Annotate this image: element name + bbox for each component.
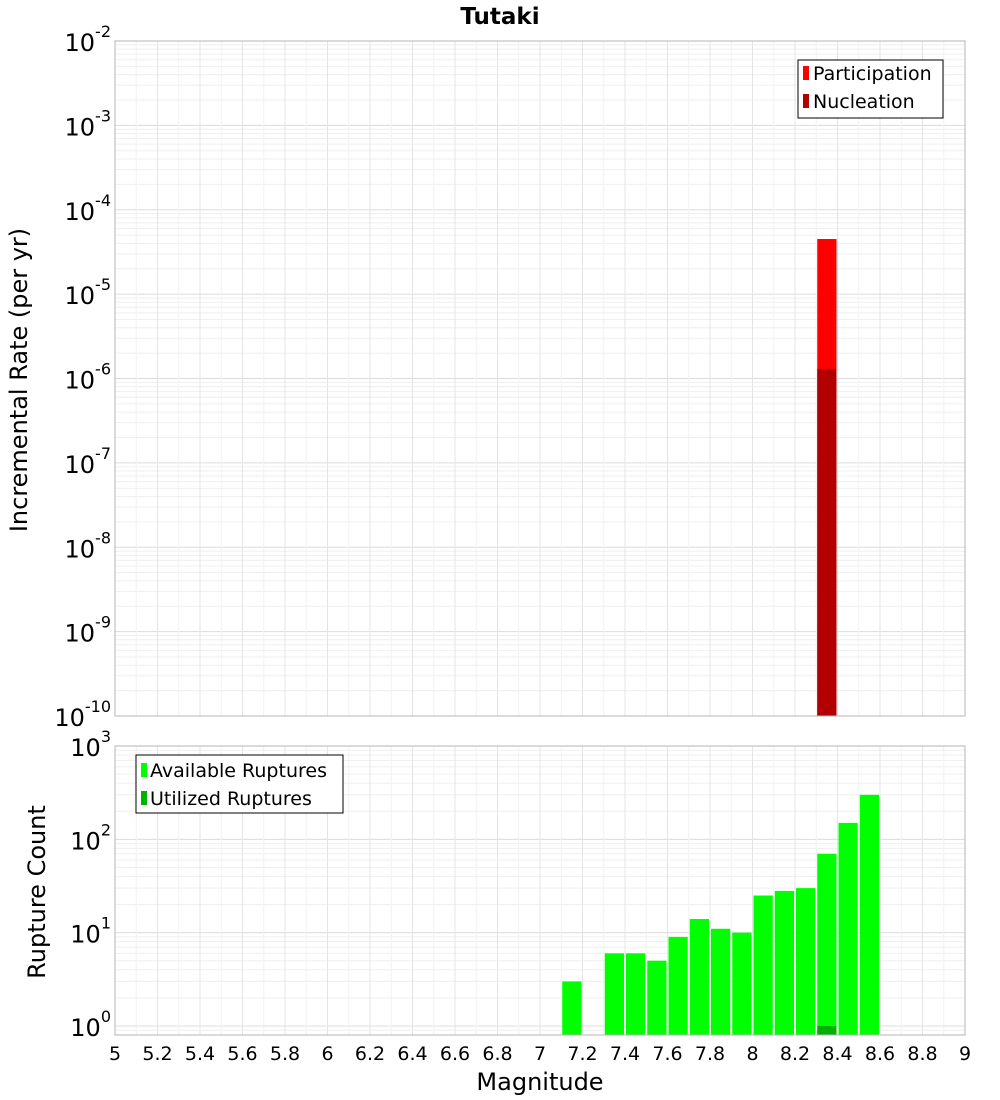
top-grid (114, 40, 966, 717)
top-y-tick-labels: 10-10 10-9 10-8 10-7 10-6 10-5 10-4 10-3 10-2 (54, 22, 111, 732)
x-tick-label: 7.2 (567, 1043, 597, 1065)
x-tick-label: 5.2 (142, 1043, 172, 1065)
top-plot: 10-10 10-9 10-8 10-7 10-6 10-5 10-4 10-3 10-2 In… (5, 22, 966, 732)
x-tick-label: 8.6 (865, 1043, 895, 1065)
x-tick-label: 7.6 (652, 1043, 682, 1065)
chart-title: Tutaki (460, 4, 539, 30)
available-ruptures-bar (711, 928, 731, 1035)
nucleation-legend-label: Nucleation (813, 91, 915, 113)
top-y-tick-label: 10-6 (65, 360, 112, 395)
x-tick-label: 6.2 (355, 1043, 385, 1065)
top-y-tick-label: 10-8 (65, 528, 112, 563)
x-tick-label: 6.6 (440, 1043, 470, 1065)
top-bars (817, 239, 837, 716)
x-tick-label: 7 (534, 1043, 546, 1065)
available-ruptures-bar (838, 822, 858, 1035)
bottom-bars (562, 794, 879, 1035)
bottom-y-tick-label: 101 (70, 914, 111, 949)
bottom-y-tick-label: 103 (70, 727, 111, 762)
utilized-ruptures-bar (817, 1025, 837, 1035)
bottom-plot: 100 101 102 103 5 5.2 5.4 5.6 5.8 6 6.2 6.4 6.6 6.8 7… (23, 727, 971, 1096)
top-y-tick-label: 10-9 (65, 613, 112, 648)
top-y-tick-label: 10-5 (65, 275, 112, 310)
x-tick-label: 6 (321, 1043, 333, 1065)
participation-legend-label: Participation (813, 63, 932, 85)
x-tick-label: 7.4 (610, 1043, 640, 1065)
available-ruptures-bar (753, 895, 773, 1035)
x-tick-label: 6.4 (397, 1043, 427, 1065)
x-tick-label: 9 (959, 1043, 971, 1065)
available-ruptures-bar (668, 936, 688, 1035)
x-tick-label: 8 (746, 1043, 758, 1065)
available-ruptures-bar (859, 794, 879, 1035)
available-ruptures-bar (562, 981, 582, 1035)
top-y-tick-label: 10-7 (65, 444, 112, 479)
x-tick-label: 8.8 (907, 1043, 937, 1065)
top-legend-box (797, 59, 944, 119)
top-y-tick-label: 10-10 (54, 697, 111, 732)
utilized-legend-label: Utilized Ruptures (150, 788, 312, 810)
x-tick-label: 6.8 (482, 1043, 512, 1065)
x-axis-title: Magnitude (476, 1068, 603, 1096)
available-ruptures-bar (774, 890, 794, 1035)
available-ruptures-bar (689, 919, 709, 1035)
x-tick-label: 5.4 (185, 1043, 215, 1065)
available-legend-label: Available Ruptures (150, 760, 327, 782)
available-ruptures-bar (732, 932, 752, 1035)
participation-legend-swatch (803, 66, 809, 80)
bottom-legend: Available Ruptures Utilized Ruptures (135, 754, 344, 814)
available-ruptures-bar (626, 953, 646, 1035)
top-legend: Participation Nucleation (797, 59, 944, 119)
available-ruptures-bar (604, 953, 624, 1035)
x-tick-labels: 5 5.2 5.4 5.6 5.8 6 6.2 6.4 6.6 6.8 7 7.2 7.4 7.6 7.8 8… (109, 1043, 971, 1065)
bottom-plot-border (114, 745, 966, 1036)
utilized-legend-swatch (141, 791, 147, 805)
available-ruptures-bar (647, 960, 667, 1035)
bottom-y-tick-label: 100 (70, 1007, 111, 1042)
x-tick-label: 7.8 (695, 1043, 725, 1065)
bottom-y-tick-labels: 100 101 102 103 (70, 727, 111, 1042)
x-tick-label: 8.4 (822, 1043, 852, 1065)
available-ruptures-bar (796, 888, 816, 1035)
x-tick-label: 5.6 (227, 1043, 257, 1065)
nucleation-legend-swatch (803, 94, 809, 108)
x-tick-label: 5 (109, 1043, 121, 1065)
nucleation-bar (817, 368, 837, 716)
bottom-y-tick-label: 102 (70, 820, 111, 855)
available-legend-swatch (141, 763, 147, 777)
top-y-tick-label: 10-2 (65, 22, 112, 57)
top-y-tick-label: 10-3 (65, 106, 112, 141)
bottom-legend-box (135, 754, 344, 814)
top-y-tick-label: 10-4 (65, 191, 112, 226)
bottom-y-axis-title: Rupture Count (23, 805, 51, 979)
top-plot-border (114, 40, 966, 717)
x-tick-label: 8.2 (780, 1043, 810, 1065)
available-ruptures-bar (817, 853, 837, 1035)
x-tick-label: 5.8 (270, 1043, 300, 1065)
top-y-axis-title: Incremental Rate (per yr) (5, 228, 33, 532)
